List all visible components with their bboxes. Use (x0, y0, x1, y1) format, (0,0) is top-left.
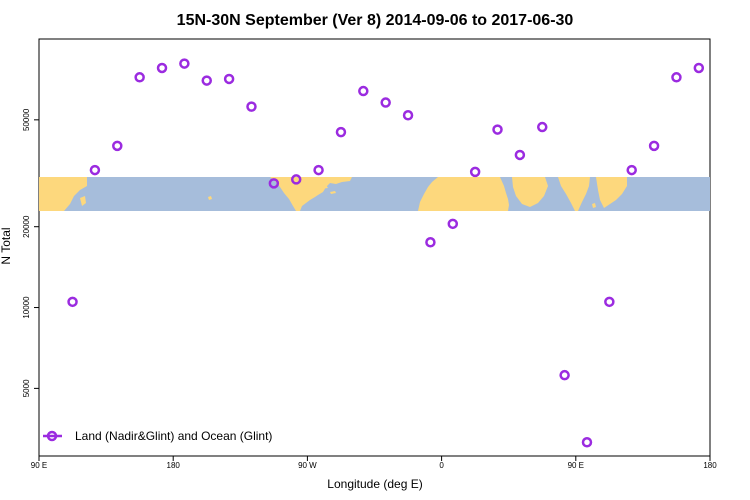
data-point (313, 164, 324, 176)
land-mass-north-america (270, 177, 352, 211)
data-point (201, 75, 212, 86)
data-point (380, 97, 391, 108)
x-tick-label: 180 (703, 461, 717, 470)
land-mass-asia-right (596, 177, 627, 208)
land-mass-hawaii (208, 196, 212, 200)
data-point (156, 62, 168, 74)
land-mass-asia-left (39, 177, 87, 211)
data-point (447, 218, 459, 230)
data-point (246, 101, 257, 112)
data-point (134, 72, 145, 83)
data-point (581, 437, 593, 448)
data-point (626, 164, 637, 176)
legend: Land (Nadir&Glint) and Ocean (Glint) (43, 429, 272, 443)
land-mass-philippines (80, 196, 86, 206)
data-point (648, 140, 660, 152)
land-mass-arabia (512, 177, 548, 207)
data-points (67, 58, 705, 448)
plot-area: 90 E 180 90 W 0 90 E 180 5000100002000050000 … (22, 38, 717, 470)
x-tick-label: 90 E (568, 461, 584, 470)
data-point (402, 110, 414, 121)
legend-label: Land (Nadir&Glint) and Ocean (Glint) (75, 429, 272, 443)
data-point (179, 58, 190, 69)
y-tick-label: 5000 (22, 379, 31, 397)
data-point (89, 164, 101, 176)
y-axis: 5000 10000 20000 50000 (22, 108, 39, 397)
x-axis: 90 E 180 90 W 0 90 E 180 (31, 456, 717, 470)
data-point (268, 178, 280, 189)
data-point (559, 369, 570, 381)
data-point (671, 72, 682, 83)
y-tick-label: 20000 (22, 215, 31, 238)
y-tick-label: 10000 (22, 296, 31, 319)
land-mass-sri-lanka (592, 203, 596, 208)
data-point (514, 149, 526, 161)
world-map-band (39, 177, 710, 211)
data-point (604, 296, 615, 308)
data-point (290, 174, 302, 185)
x-tick-label: 90 W (298, 461, 317, 470)
data-point (425, 237, 436, 248)
y-axis-label: N Total (0, 227, 13, 264)
data-point (112, 140, 123, 152)
data-point (537, 121, 548, 133)
land-masses (39, 177, 627, 211)
data-point (358, 85, 369, 97)
data-point (223, 73, 235, 85)
legend-marker (46, 430, 58, 442)
land-mass-africa (418, 177, 509, 211)
land-mass-antilles (330, 191, 336, 194)
x-tick-label: 180 (167, 461, 181, 470)
x-tick-label: 90 E (31, 461, 47, 470)
data-point (335, 126, 347, 138)
plot-frame (38, 38, 711, 457)
data-point (492, 124, 503, 135)
data-point (693, 62, 705, 74)
land-mass-india (558, 177, 590, 211)
chart-title: 15N-30N September (Ver 8) 2014-09-06 to … (177, 12, 574, 29)
x-axis-label: Longitude (deg E) (327, 477, 422, 491)
land-mass-caribbean (318, 185, 328, 189)
data-point (67, 296, 78, 308)
data-point (469, 166, 481, 178)
y-tick-label: 50000 (22, 108, 31, 131)
x-tick-label: 0 (439, 461, 444, 470)
